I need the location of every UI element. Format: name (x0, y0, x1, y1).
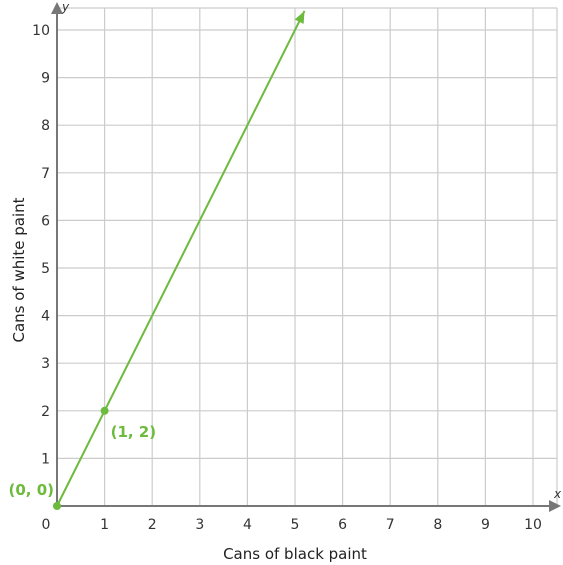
tick-labels: 0 1 2 3 4 5 6 7 8 9 10 1 2 3 4 5 6 7 8 9 10 (32, 23, 542, 533)
axes (51, 2, 561, 512)
y-tick-label-2: 2 (41, 404, 50, 420)
series: (0, 0) (1, 2) (8, 10, 306, 510)
y-tick-label-8: 8 (41, 118, 50, 134)
x-tick-label-3: 3 (195, 517, 204, 533)
series-arrowhead-0 (294, 10, 305, 24)
x-tick-label-2: 2 (148, 517, 157, 533)
x-tick-label-7: 7 (386, 517, 395, 533)
y-tick-label-3: 3 (41, 356, 50, 372)
data-point-1 (100, 406, 109, 415)
x-tick-label-8: 8 (433, 517, 442, 533)
x-tick-label-1: 1 (100, 517, 109, 533)
y-axis-label: Cans of white paint (10, 197, 28, 342)
y-tick-label-7: 7 (41, 166, 50, 182)
y-axis-arrow (51, 2, 63, 14)
y-tick-label-4: 4 (41, 309, 50, 325)
series-line-0 (56, 10, 306, 507)
y-tick-label-9: 9 (41, 71, 50, 87)
y-tick-label-5: 5 (41, 261, 50, 277)
data-point-0 (53, 502, 61, 510)
x-tick-label-4: 4 (243, 517, 252, 533)
x-axis-arrow (549, 500, 561, 512)
y-tick-label-6: 6 (41, 213, 50, 229)
x-tick-label-0: 0 (42, 517, 51, 533)
x-tick-label-9: 9 (481, 517, 490, 533)
y-tick-label-10: 10 (32, 23, 50, 39)
grid (57, 7, 558, 506)
x-axis-label: Cans of black paint (223, 545, 367, 563)
x-axis-name: x (553, 487, 562, 501)
y-tick-label-1: 1 (41, 451, 50, 467)
data-point-label-0: (0, 0) (8, 481, 54, 499)
x-tick-label-10: 10 (524, 517, 542, 533)
data-point-label-1: (1, 2) (111, 423, 157, 441)
y-axis-name: y (61, 0, 70, 14)
x-tick-label-5: 5 (291, 517, 300, 533)
x-tick-label-6: 6 (338, 517, 347, 533)
